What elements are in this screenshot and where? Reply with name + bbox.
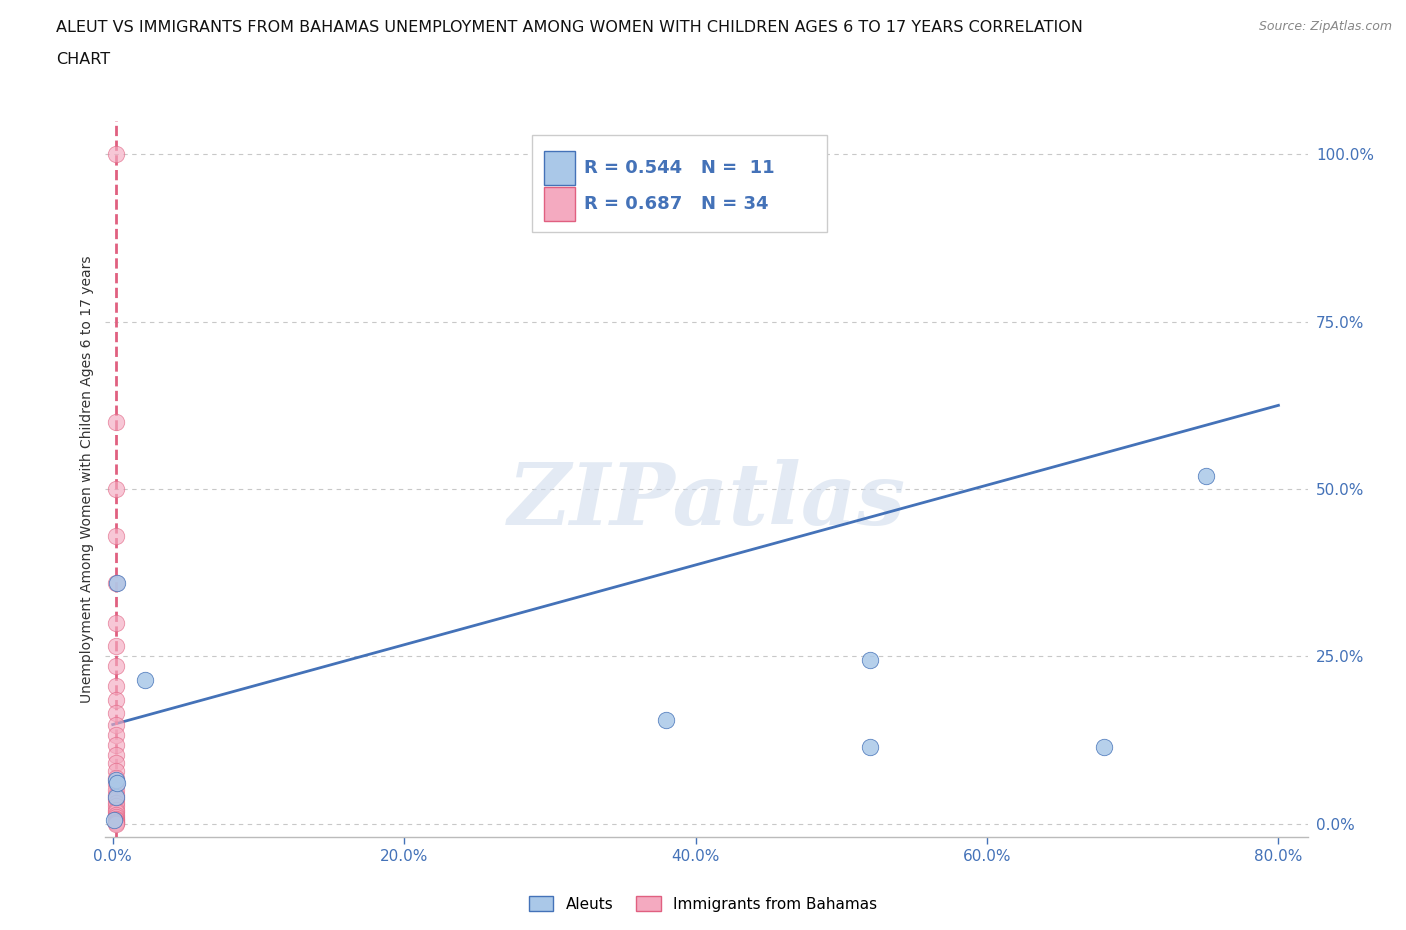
Point <box>104 415 127 430</box>
Point <box>104 639 127 654</box>
Point <box>104 706 127 721</box>
Text: R = 0.544   N =  11: R = 0.544 N = 11 <box>583 159 775 177</box>
Point <box>104 783 127 798</box>
Point <box>655 712 678 727</box>
Point <box>104 816 127 830</box>
Legend: Aleuts, Immigrants from Bahamas: Aleuts, Immigrants from Bahamas <box>523 890 883 918</box>
Point <box>104 814 127 829</box>
Point <box>104 658 127 673</box>
Text: CHART: CHART <box>56 52 110 67</box>
Point <box>105 576 128 591</box>
Point <box>104 799 127 814</box>
Point <box>104 809 127 824</box>
Y-axis label: Unemployment Among Women with Children Ages 6 to 17 years: Unemployment Among Women with Children A… <box>80 255 94 703</box>
Point <box>104 576 127 591</box>
Point <box>859 739 882 754</box>
Point <box>104 813 127 828</box>
Point <box>104 756 127 771</box>
FancyBboxPatch shape <box>533 135 827 232</box>
Point <box>1194 468 1216 483</box>
Text: ZIPatlas: ZIPatlas <box>508 458 905 542</box>
Point <box>104 817 127 831</box>
Point <box>104 815 127 830</box>
Point <box>104 737 127 752</box>
Point <box>104 773 127 788</box>
Bar <box>544 187 575 221</box>
Point <box>104 528 127 543</box>
Point <box>104 804 127 819</box>
Point <box>104 692 127 707</box>
Point <box>104 679 127 694</box>
Point <box>104 807 127 822</box>
Point <box>104 728 127 743</box>
Point <box>105 776 128 790</box>
Bar <box>544 151 575 185</box>
Point <box>104 764 127 778</box>
Point <box>134 672 156 687</box>
Point <box>104 788 127 803</box>
Text: ALEUT VS IMMIGRANTS FROM BAHAMAS UNEMPLOYMENT AMONG WOMEN WITH CHILDREN AGES 6 T: ALEUT VS IMMIGRANTS FROM BAHAMAS UNEMPLO… <box>56 20 1083 35</box>
Point <box>104 747 127 762</box>
Point <box>104 771 127 786</box>
Point <box>104 812 127 827</box>
Text: R = 0.687   N = 34: R = 0.687 N = 34 <box>583 195 769 213</box>
Point <box>104 147 127 162</box>
Point <box>1092 739 1115 754</box>
Point <box>104 791 127 806</box>
Point <box>104 790 127 804</box>
Point <box>104 482 127 497</box>
Point <box>104 616 127 631</box>
Point <box>103 813 125 828</box>
Point <box>859 652 882 667</box>
Point <box>104 795 127 810</box>
Point <box>104 777 127 791</box>
Text: Source: ZipAtlas.com: Source: ZipAtlas.com <box>1258 20 1392 33</box>
Point <box>104 717 127 732</box>
Point <box>104 802 127 817</box>
